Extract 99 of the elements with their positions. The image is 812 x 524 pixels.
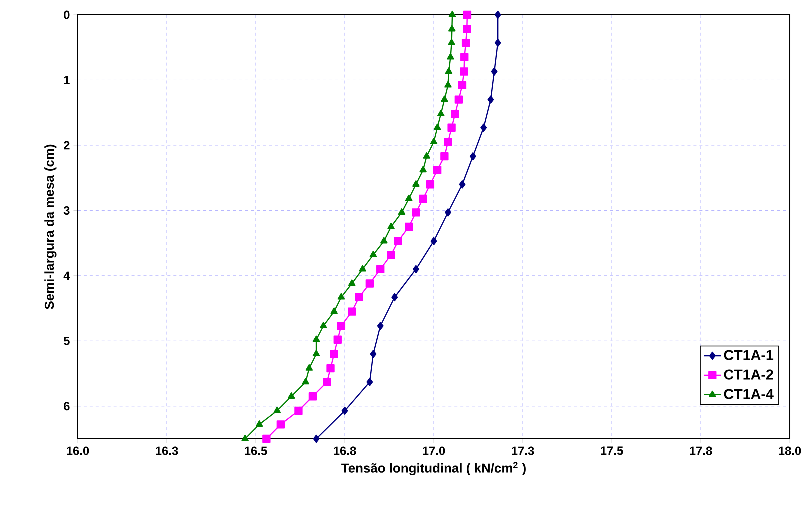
point	[445, 208, 452, 217]
x-tick-label: 17.0	[423, 446, 446, 456]
y-tick-label: 4	[64, 272, 70, 280]
y-tick-label: 3	[64, 206, 70, 215]
point	[460, 68, 468, 76]
point	[377, 322, 384, 330]
point	[412, 265, 420, 274]
y-tick-label: 2	[64, 141, 70, 150]
point	[394, 237, 402, 246]
point	[448, 25, 456, 32]
point	[274, 406, 281, 414]
point	[405, 194, 413, 202]
point	[398, 208, 406, 215]
point	[494, 10, 502, 20]
x-tick-label: 16.3	[156, 446, 178, 456]
point	[312, 336, 320, 342]
point	[447, 53, 454, 60]
point	[388, 222, 395, 230]
point	[337, 322, 346, 330]
x-axis-title: Tensão longitudinal ( kN/cm$^{2}$ )	[342, 462, 526, 476]
point	[470, 152, 476, 161]
point	[323, 378, 332, 386]
point	[444, 81, 452, 88]
point	[330, 308, 338, 314]
point	[441, 96, 448, 102]
point	[288, 392, 296, 399]
point	[276, 420, 286, 429]
point	[458, 81, 467, 90]
y-tick-label: 5	[64, 336, 70, 346]
point	[338, 293, 346, 300]
point	[366, 378, 374, 386]
point	[312, 350, 320, 357]
point	[434, 124, 442, 130]
point	[348, 308, 356, 316]
point	[419, 194, 428, 204]
legend-label: CT1A-2	[724, 370, 774, 380]
x-tick-label: 16.5	[245, 446, 268, 456]
point	[448, 10, 456, 18]
point	[330, 350, 338, 358]
point	[448, 38, 456, 46]
point	[308, 392, 318, 401]
point	[448, 124, 456, 132]
point	[463, 10, 472, 20]
point	[294, 406, 303, 416]
point	[438, 110, 445, 116]
point	[302, 378, 310, 385]
point	[262, 434, 271, 444]
point	[370, 250, 378, 258]
point	[491, 68, 498, 76]
point	[423, 152, 430, 159]
x-tick-label: 16.8	[334, 446, 356, 456]
point	[334, 336, 342, 344]
point	[256, 420, 264, 427]
point	[359, 265, 366, 272]
point	[405, 222, 414, 232]
y-tick-label: 0	[64, 10, 70, 20]
point	[440, 152, 449, 161]
legend-label: CT1A-1	[724, 350, 774, 360]
point	[412, 180, 420, 187]
point	[387, 250, 396, 260]
point	[392, 293, 398, 302]
point	[451, 110, 460, 118]
x-tick-label: 17.5	[601, 446, 624, 456]
x-tick-label: 17.3	[512, 446, 534, 456]
x-tick-label: 16.0	[67, 446, 90, 456]
point	[376, 265, 385, 274]
y-tick-label: 1	[64, 76, 70, 84]
point	[313, 434, 320, 444]
point	[342, 406, 348, 416]
point	[412, 208, 420, 217]
point	[355, 293, 364, 302]
point	[380, 237, 388, 244]
point	[454, 96, 464, 104]
x-tick-label: 18.0	[779, 446, 802, 456]
point	[444, 138, 452, 146]
point	[306, 364, 314, 371]
point	[480, 124, 488, 132]
point	[463, 25, 472, 34]
point	[488, 96, 494, 104]
point	[366, 280, 374, 288]
point	[445, 68, 453, 74]
point	[430, 237, 438, 246]
x-tick-label: 17.8	[690, 446, 712, 456]
point	[320, 322, 328, 328]
y-tick-label: 6	[64, 402, 70, 411]
point	[420, 166, 427, 173]
point	[460, 53, 469, 62]
point	[426, 180, 435, 189]
y-axis-title: Semi-largura da mesa (cm)	[44, 144, 57, 310]
point	[433, 166, 442, 174]
point	[494, 38, 502, 48]
point	[326, 364, 335, 373]
point	[242, 434, 249, 442]
point	[430, 138, 438, 145]
point	[459, 180, 466, 189]
point	[348, 280, 356, 286]
legend-label: CT1A-4	[724, 389, 774, 400]
point	[370, 350, 377, 358]
point	[462, 38, 470, 48]
